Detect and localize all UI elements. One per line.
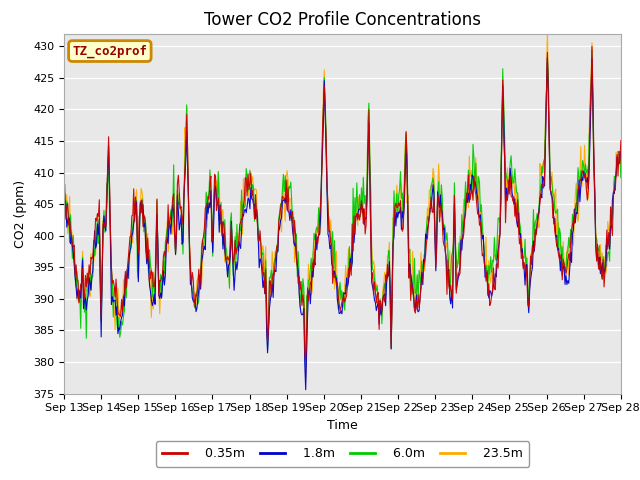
Y-axis label: CO2 (ppm): CO2 (ppm) [15, 180, 28, 248]
Text: TZ_co2prof: TZ_co2prof [72, 44, 147, 58]
Legend:   0.35m,   1.8m,   6.0m,   23.5m: 0.35m, 1.8m, 6.0m, 23.5m [156, 441, 529, 467]
X-axis label: Time: Time [327, 419, 358, 432]
Title: Tower CO2 Profile Concentrations: Tower CO2 Profile Concentrations [204, 11, 481, 29]
